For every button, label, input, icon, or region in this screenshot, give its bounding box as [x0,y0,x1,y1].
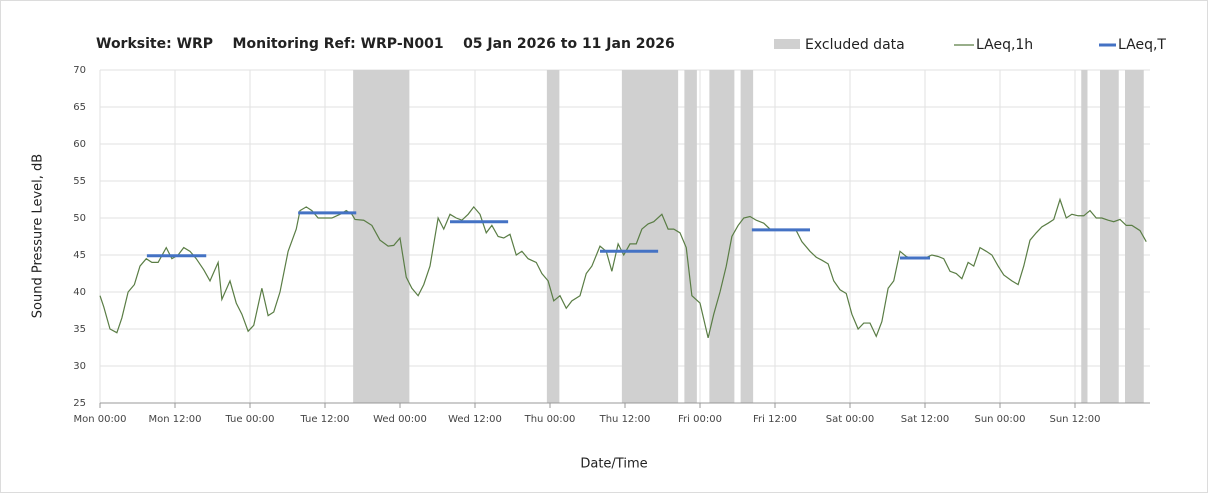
excluded-band [1100,70,1119,403]
y-tick-label: 35 [73,324,86,335]
excluded-band [1081,70,1088,403]
y-tick-label: 70 [73,65,86,76]
x-tick-label: Mon 12:00 [148,414,201,425]
data-line [99,197,1147,339]
x-tick-label: Sun 00:00 [974,414,1025,425]
excluded-band [709,70,735,403]
x-tick-label: Wed 12:00 [448,414,502,425]
x-tick-label: Tue 00:00 [224,414,274,425]
x-tick-label: Thu 12:00 [599,414,651,425]
excluded-band [353,70,410,403]
y-tick-label: 65 [73,102,86,113]
y-tick-label: 25 [73,398,86,409]
y-tick-label: 45 [73,250,86,261]
x-tick-label: Sun 12:00 [1049,414,1100,425]
excluded-band [684,70,697,403]
x-tick-label: Sat 12:00 [901,414,949,425]
excluded-band [621,70,679,403]
y-tick-label: 55 [73,176,86,187]
excluded-band [740,70,754,403]
x-tick-label: Thu 00:00 [524,414,576,425]
x-tick-label: Sat 00:00 [826,414,874,425]
chart-title: Worksite: WRP Monitoring Ref: WRP-N001 0… [96,36,675,52]
y-tick-label: 30 [73,361,86,372]
x-tick-label: Fri 12:00 [753,414,797,425]
legend-label: Excluded data [805,37,905,53]
excluded-band [1125,70,1144,403]
legend-label: LAeq,1h [976,37,1033,53]
x-axis-label: Date/Time [580,457,647,472]
y-tick-label: 60 [73,139,86,150]
excluded-band [546,70,560,403]
legend-label: LAeq,T [1118,37,1166,53]
x-tick-label: Wed 00:00 [373,414,427,425]
y-tick-label: 50 [73,213,86,224]
y-axis-label: Sound Pressure Level, dB [31,154,46,318]
x-tick-label: Tue 12:00 [299,414,349,425]
y-tick-label: 40 [73,287,86,298]
x-tick-label: Fri 00:00 [678,414,722,425]
legend-swatch [774,39,800,49]
x-tick-label: Mon 00:00 [73,414,126,425]
